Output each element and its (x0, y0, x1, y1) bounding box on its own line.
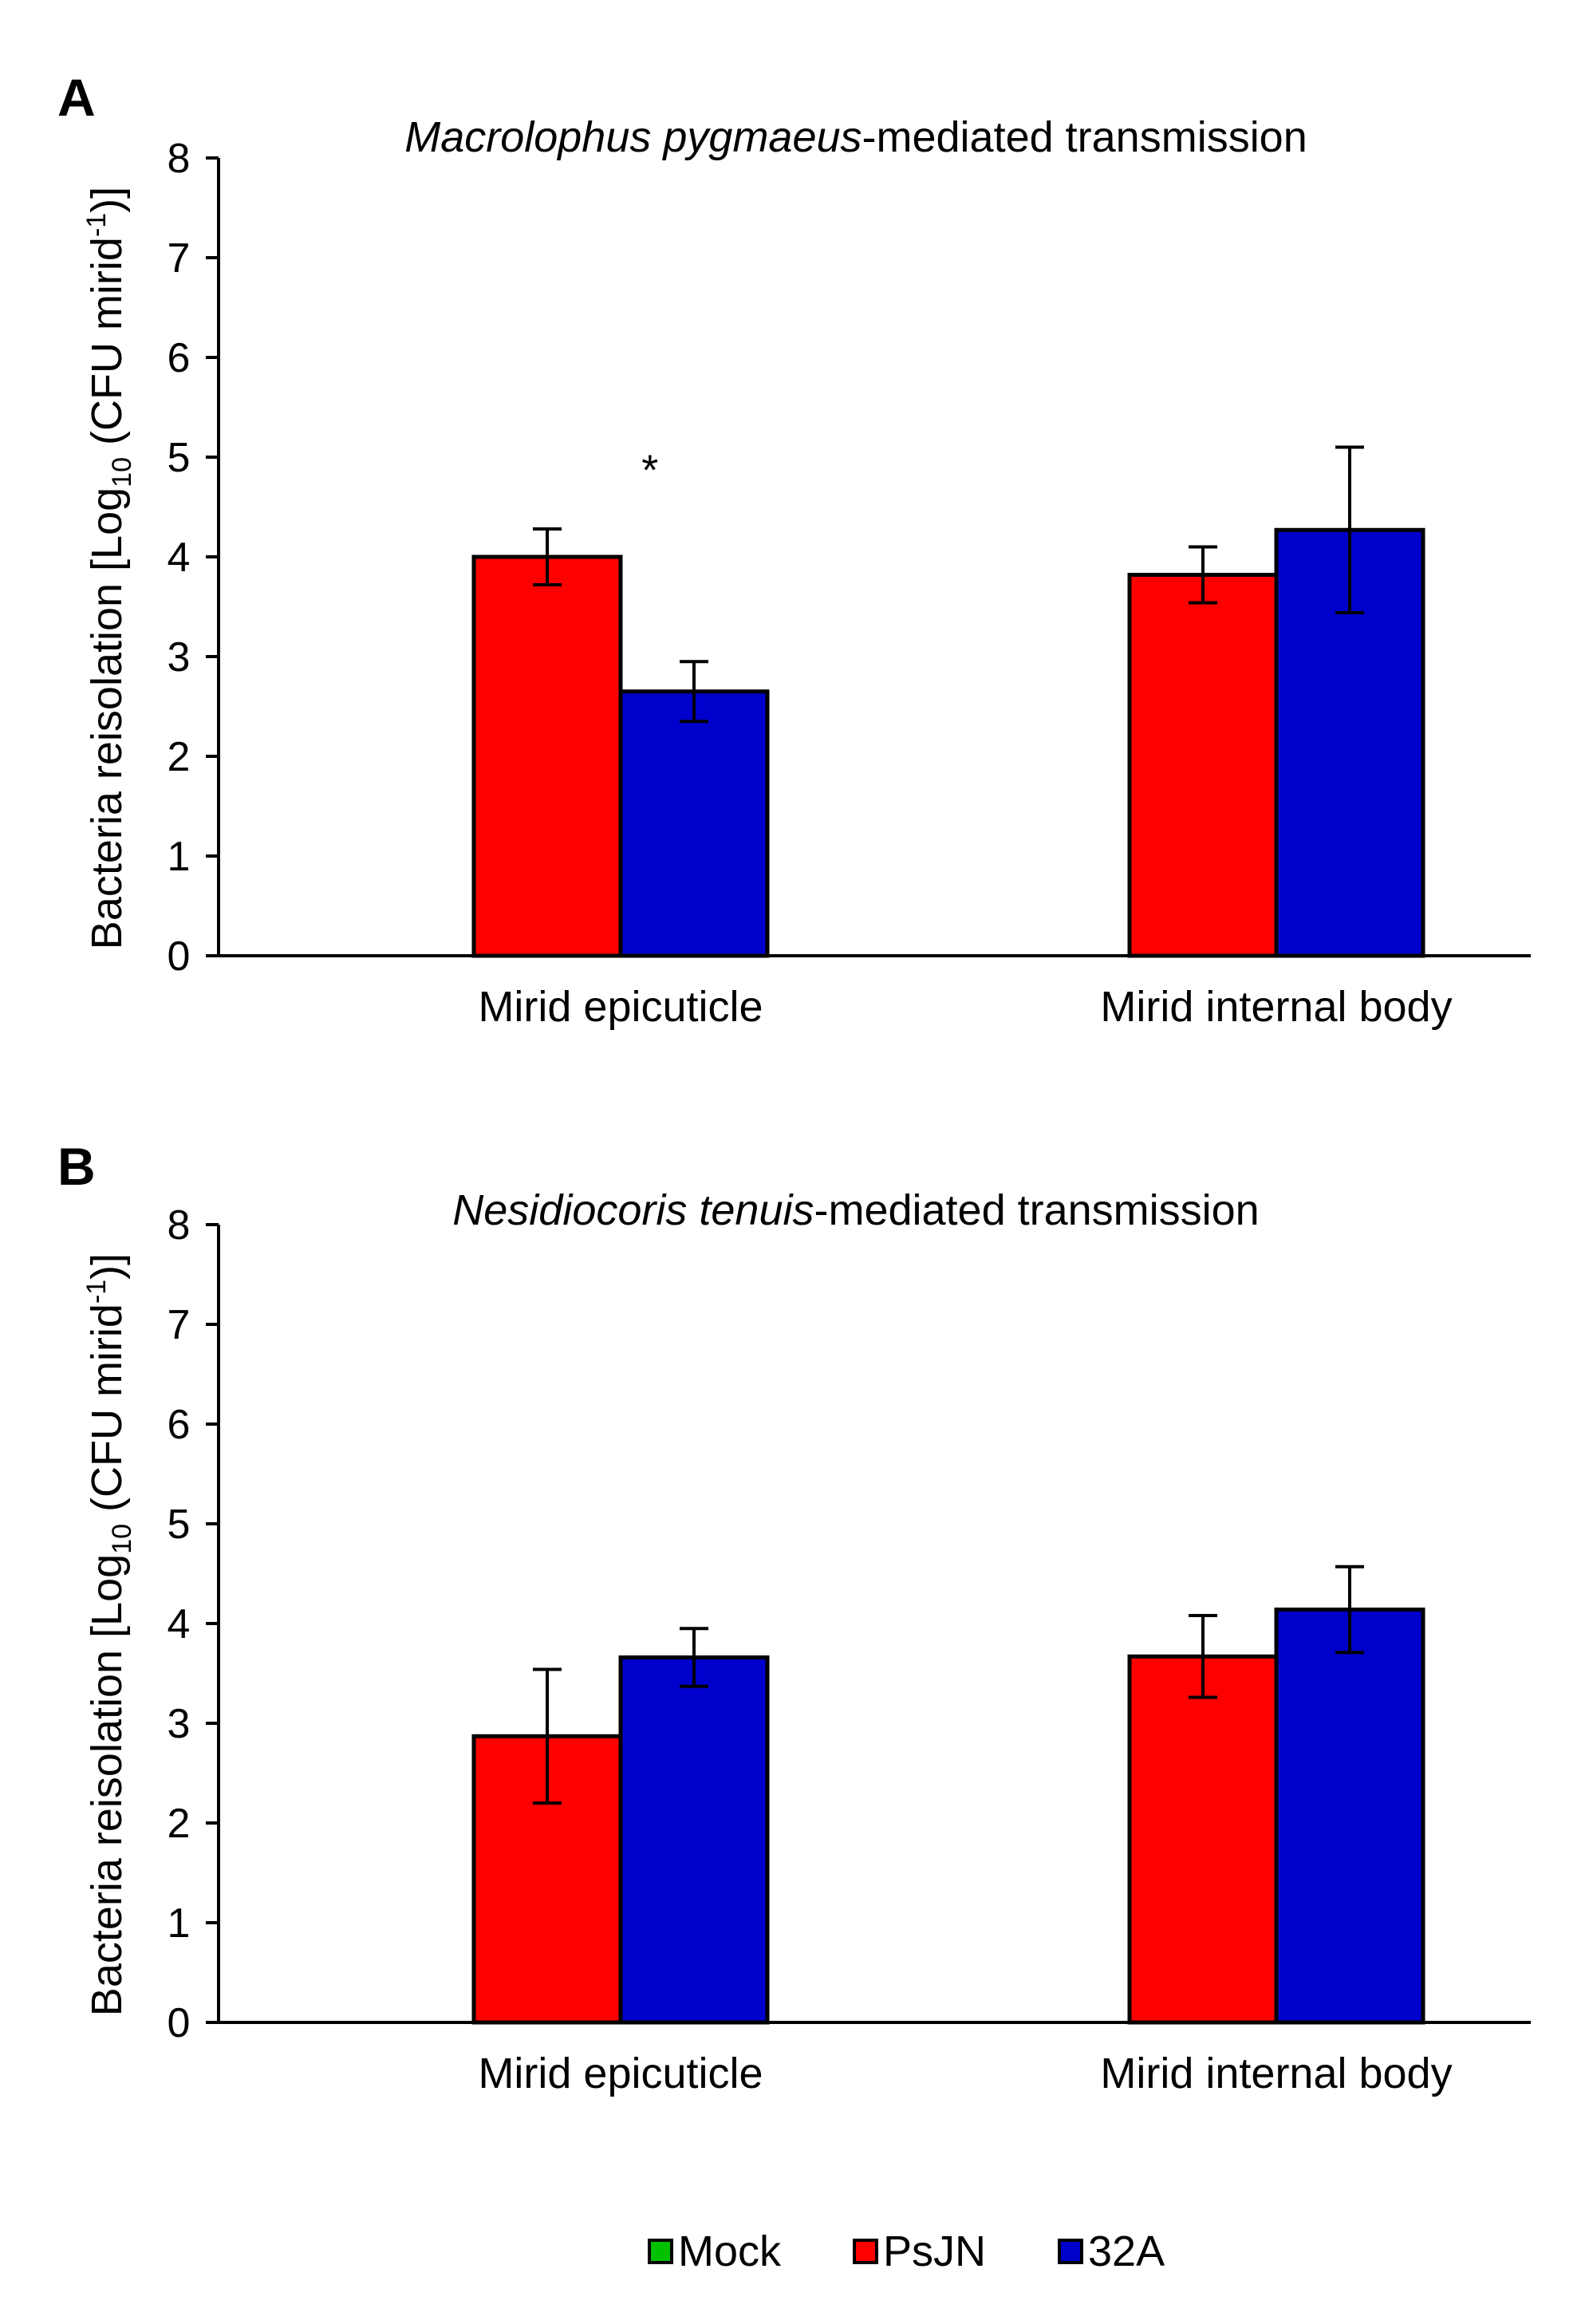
y-tick-label: 3 (168, 1701, 191, 1747)
y-tick-label: 6 (168, 1402, 191, 1448)
ylabel-sub: 10 (107, 457, 137, 487)
x-tick-label: Mirid epicuticle (478, 2050, 763, 2097)
ylabel-end: )] (83, 1253, 131, 1280)
panel-label: A (57, 68, 96, 127)
y-tick-label: 6 (168, 335, 191, 381)
legend-label: 32A (1088, 2227, 1165, 2275)
y-tick-label: 1 (168, 834, 191, 880)
bar-PsJN (1127, 1654, 1279, 2025)
x-tick-label: Mirid internal body (1100, 2050, 1452, 2097)
ylabel-main: Bacteria reisolation [Log (83, 1554, 131, 2016)
legend-swatch-32A (1058, 2239, 1083, 2264)
bar-32A (618, 1655, 770, 2025)
panel-label: B (57, 1137, 96, 1196)
bar-32A (1274, 1608, 1425, 2025)
panel-B: B Nesidiocoris tenuis-mediated transmissi… (57, 1137, 1531, 2097)
y-tick-label: 0 (168, 2000, 191, 2046)
title-rest: -mediated transmission (814, 1186, 1259, 1234)
title-italic: Nesidiocoris tenuis (452, 1186, 814, 1234)
x-tick-label: Mirid internal body (1100, 983, 1452, 1031)
legend-label: Mock (678, 2227, 782, 2275)
y-tick-label: 8 (168, 136, 191, 182)
ylabel-mid: (CFU mirid (83, 1304, 131, 1524)
y-tick-label: 0 (168, 933, 191, 980)
y-tick-label: 3 (168, 634, 191, 681)
significance-asterisk: * (641, 446, 658, 494)
y-tick-label: 4 (168, 1601, 191, 1647)
y-tick-label: 5 (168, 435, 191, 481)
x-tick-label: Mirid epicuticle (478, 983, 763, 1031)
y-axis-label: Bacteria reisolation [Log10 (CFU mirid-1… (81, 187, 137, 949)
y-axis-label: Bacteria reisolation [Log10 (CFU mirid-1… (81, 1253, 137, 2016)
title-italic: Macrolophus pygmaeus (404, 113, 862, 161)
bar-PsJN (1127, 573, 1279, 958)
y-tick-label: 7 (168, 1302, 191, 1348)
ylabel-end: )] (83, 187, 131, 213)
y-tick-label: 5 (168, 1501, 191, 1548)
ylabel-sup: -1 (81, 1280, 112, 1304)
y-tick-label: 2 (168, 1801, 191, 1847)
legend: Mock PsJN 32A (648, 2227, 1165, 2275)
ylabel-sub: 10 (107, 1524, 137, 1554)
legend-swatch-PsJN (853, 2239, 878, 2264)
y-tick-label: 7 (168, 235, 191, 282)
y-tick-label: 1 (168, 1900, 191, 1947)
chart-title: Nesidiocoris tenuis-mediated transmissio… (452, 1186, 1259, 1234)
panel-A: A Macrolophus pygmaeus-mediated transmiss… (57, 68, 1531, 1031)
bar-PsJN (471, 554, 623, 958)
ylabel-sup: -1 (81, 213, 112, 237)
chart-title: Macrolophus pygmaeus-mediated transmissi… (404, 113, 1307, 161)
ylabel-main: Bacteria reisolation [Log (83, 487, 131, 949)
legend-swatch-Mock (648, 2239, 673, 2264)
bar-32A (618, 689, 770, 958)
ylabel-mid: (CFU mirid (83, 237, 131, 457)
legend-label: PsJN (883, 2227, 986, 2275)
y-tick-label: 4 (168, 535, 191, 581)
y-tick-label: 2 (168, 734, 191, 780)
y-tick-label: 8 (168, 1202, 191, 1249)
title-rest: -mediated transmission (862, 113, 1307, 161)
